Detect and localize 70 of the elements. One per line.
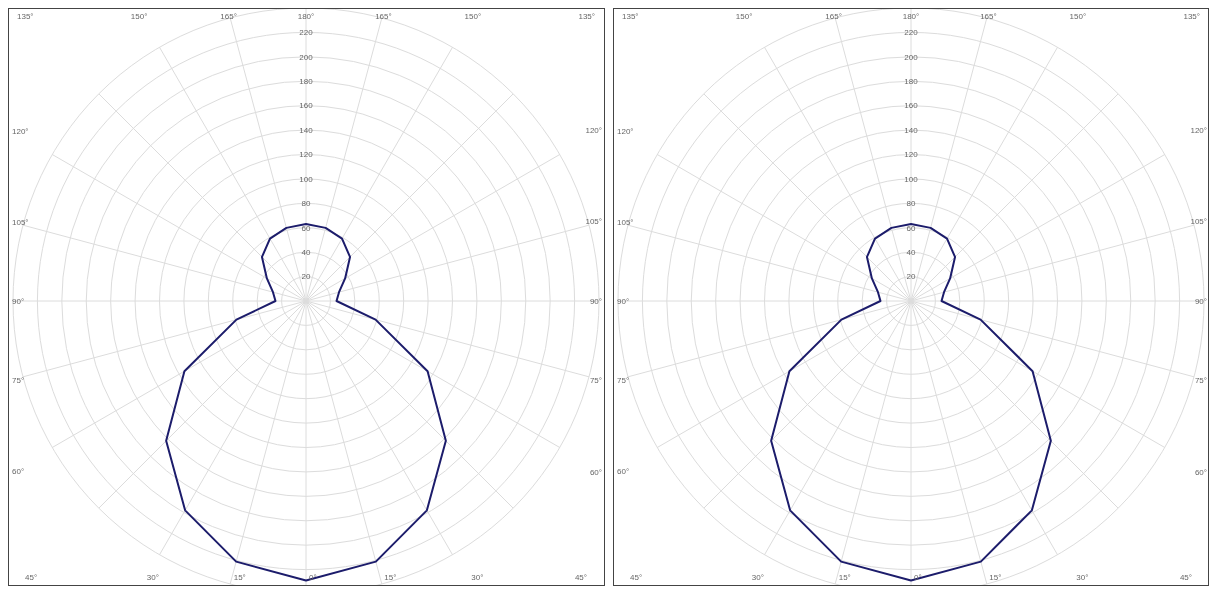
spoke-label: 90° bbox=[616, 296, 629, 306]
spoke-label: 150° bbox=[735, 12, 752, 22]
spoke-label: 180° bbox=[902, 12, 919, 22]
spoke-label: 15° bbox=[233, 573, 246, 583]
y-tick-label: 60 bbox=[301, 223, 311, 233]
spoke-label: 60° bbox=[1194, 467, 1207, 477]
y-tick-label: 140 bbox=[903, 125, 918, 135]
spoke-label: 90° bbox=[12, 296, 25, 306]
spoke-label: 30° bbox=[471, 573, 484, 583]
spoke-label: 165° bbox=[824, 12, 842, 22]
spoke-label: 75° bbox=[1194, 376, 1207, 386]
spoke-label: 165° bbox=[220, 12, 237, 22]
spoke-label: 60° bbox=[12, 466, 25, 476]
spoke-label: 45° bbox=[629, 573, 642, 583]
y-tick-label: 100 bbox=[299, 174, 314, 184]
spoke-label: 75° bbox=[616, 375, 629, 385]
y-tick-label: 160 bbox=[903, 101, 918, 111]
y-tick-label: 220 bbox=[903, 28, 918, 38]
y-tick-label: 100 bbox=[903, 174, 918, 184]
y-tick-label: 200 bbox=[299, 52, 314, 62]
spoke-label: 105° bbox=[12, 218, 29, 228]
spoke-label: 45° bbox=[25, 573, 38, 583]
y-tick-label: 40 bbox=[906, 247, 916, 257]
spoke-label: 120° bbox=[1189, 125, 1207, 135]
y-tick-label: 160 bbox=[299, 101, 314, 111]
spoke-label: 45° bbox=[574, 573, 587, 583]
spoke-label: 90° bbox=[589, 296, 602, 306]
spoke-label: 150° bbox=[464, 12, 482, 22]
y-tick-label: 60 bbox=[906, 223, 916, 233]
spoke-label: 30° bbox=[751, 573, 764, 583]
spoke-label: 30° bbox=[146, 573, 159, 583]
spoke-label: 15° bbox=[838, 573, 851, 583]
spoke-label: 60° bbox=[616, 466, 629, 476]
spoke-label: 30° bbox=[1075, 573, 1088, 583]
spoke-label: 150° bbox=[130, 12, 148, 22]
spoke-label: 90° bbox=[1194, 296, 1207, 306]
spoke-label: 150° bbox=[1069, 12, 1086, 22]
y-tick-label: 140 bbox=[299, 125, 314, 135]
y-tick-label: 80 bbox=[301, 199, 311, 209]
y-tick-label: 20 bbox=[301, 272, 311, 282]
spoke-label: 75° bbox=[589, 376, 602, 386]
spoke-label: 75° bbox=[12, 375, 25, 385]
spoke-label: 120° bbox=[585, 125, 602, 135]
spoke-label: 105° bbox=[1189, 217, 1207, 227]
spoke-label: 0° bbox=[309, 573, 317, 583]
y-tick-label: 200 bbox=[903, 52, 918, 62]
spoke-label: 0° bbox=[913, 573, 922, 583]
spoke-label: 120° bbox=[616, 127, 634, 137]
spoke-label: 165° bbox=[979, 12, 997, 22]
spoke-label: 165° bbox=[375, 12, 392, 22]
y-tick-label: 80 bbox=[906, 199, 916, 209]
spoke-label: 135° bbox=[621, 12, 639, 22]
spoke-label: 105° bbox=[616, 218, 634, 228]
spoke-label: 120° bbox=[12, 127, 29, 137]
y-tick-label: 220 bbox=[299, 28, 314, 38]
spoke-label: 15° bbox=[384, 573, 397, 583]
spoke-label: 105° bbox=[585, 217, 602, 227]
y-tick-label: 120 bbox=[903, 150, 918, 160]
spoke-label: 180° bbox=[297, 12, 315, 22]
spoke-label: 60° bbox=[589, 467, 602, 477]
y-tick-label: 20 bbox=[906, 272, 916, 282]
spoke-label: 135° bbox=[578, 12, 595, 22]
spoke-label: 135° bbox=[17, 12, 34, 22]
spoke-label: 45° bbox=[1179, 573, 1192, 583]
spoke-label: 135° bbox=[1182, 12, 1200, 22]
y-tick-label: 40 bbox=[301, 247, 311, 257]
spoke-label: 15° bbox=[988, 573, 1001, 583]
y-tick-label: 180 bbox=[299, 77, 314, 87]
y-tick-label: 120 bbox=[299, 150, 314, 160]
y-tick-label: 180 bbox=[903, 77, 918, 87]
